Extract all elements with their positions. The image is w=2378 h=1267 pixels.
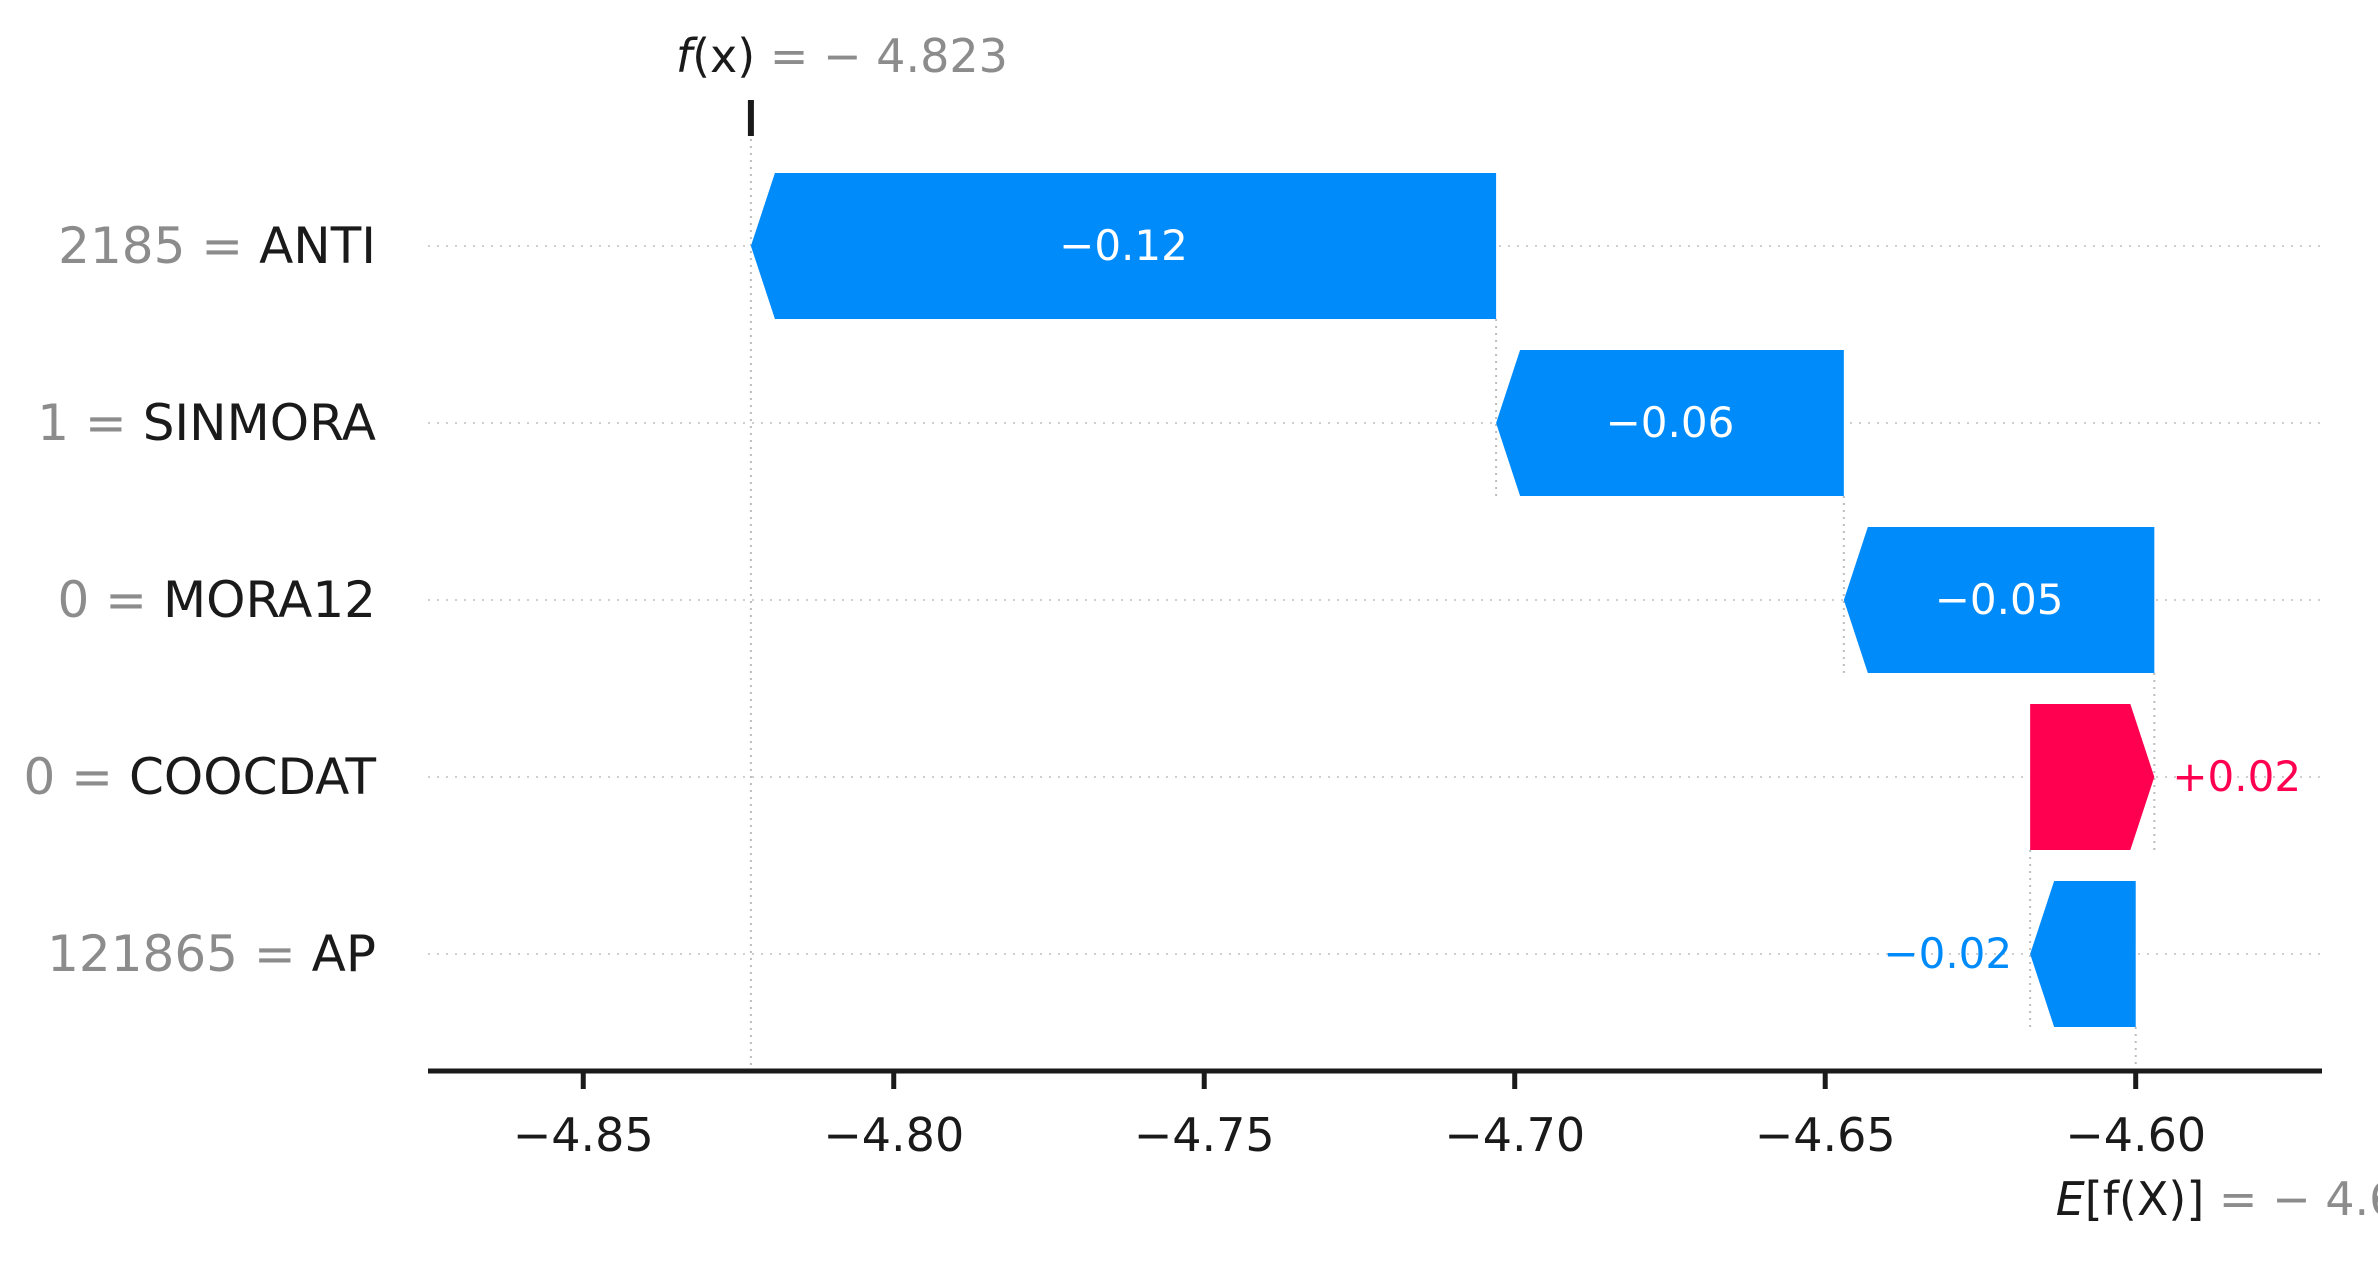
ex-argument: [f(X)] (2085, 1172, 2205, 1226)
ex-function: E (2056, 1172, 2085, 1226)
x-tick-label: −4.70 (1444, 1108, 1585, 1162)
feature-label: 121865 = AP (47, 925, 376, 983)
feature-value: 2185 = (58, 217, 259, 275)
fx-value: = − 4.823 (755, 29, 1008, 83)
feature-value: 0 = (23, 748, 129, 806)
feature-name: AP (312, 925, 376, 983)
shap-bar-mora12 (1843, 527, 2155, 673)
feature-name: MORA12 (163, 571, 376, 629)
feature-label: 0 = COOCDAT (23, 748, 376, 806)
shap-bar-sinmora (1496, 350, 1844, 496)
bar-value-label: −0.05 (1935, 575, 2064, 624)
x-tick-label: −4.85 (513, 1108, 654, 1162)
feature-value: 121865 = (47, 925, 312, 983)
shap-bar-ap (2030, 881, 2136, 1027)
ex-value: = − 4.6 (2204, 1172, 2378, 1226)
shap-bar-coocdat (2030, 704, 2155, 850)
bar-value-label: +0.02 (2172, 752, 2301, 801)
fx-argument: (x) (692, 29, 755, 83)
expected-value-label: E[f(X)] = − 4.6 (2056, 1172, 2378, 1226)
feature-label: 2185 = ANTI (58, 217, 376, 275)
x-tick-label: −4.65 (1755, 1108, 1896, 1162)
shap-bar-anti (750, 173, 1497, 319)
x-tick-label: −4.60 (2065, 1108, 2206, 1162)
x-tick-label: −4.75 (1134, 1108, 1275, 1162)
feature-label: 0 = MORA12 (57, 571, 376, 629)
feature-name: ANTI (259, 217, 376, 275)
feature-value: 1 = (37, 394, 143, 452)
x-tick-label: −4.80 (823, 1108, 964, 1162)
feature-name: COOCDAT (129, 748, 376, 806)
feature-name: SINMORA (143, 394, 376, 452)
bar-value-label: −0.06 (1606, 398, 1735, 447)
bar-value-label: −0.12 (1059, 221, 1188, 270)
feature-label: 1 = SINMORA (37, 394, 376, 452)
bar-value-label: −0.02 (1883, 929, 2012, 978)
fx-label: f(x) = − 4.823 (676, 29, 1008, 83)
feature-value: 0 = (57, 571, 163, 629)
